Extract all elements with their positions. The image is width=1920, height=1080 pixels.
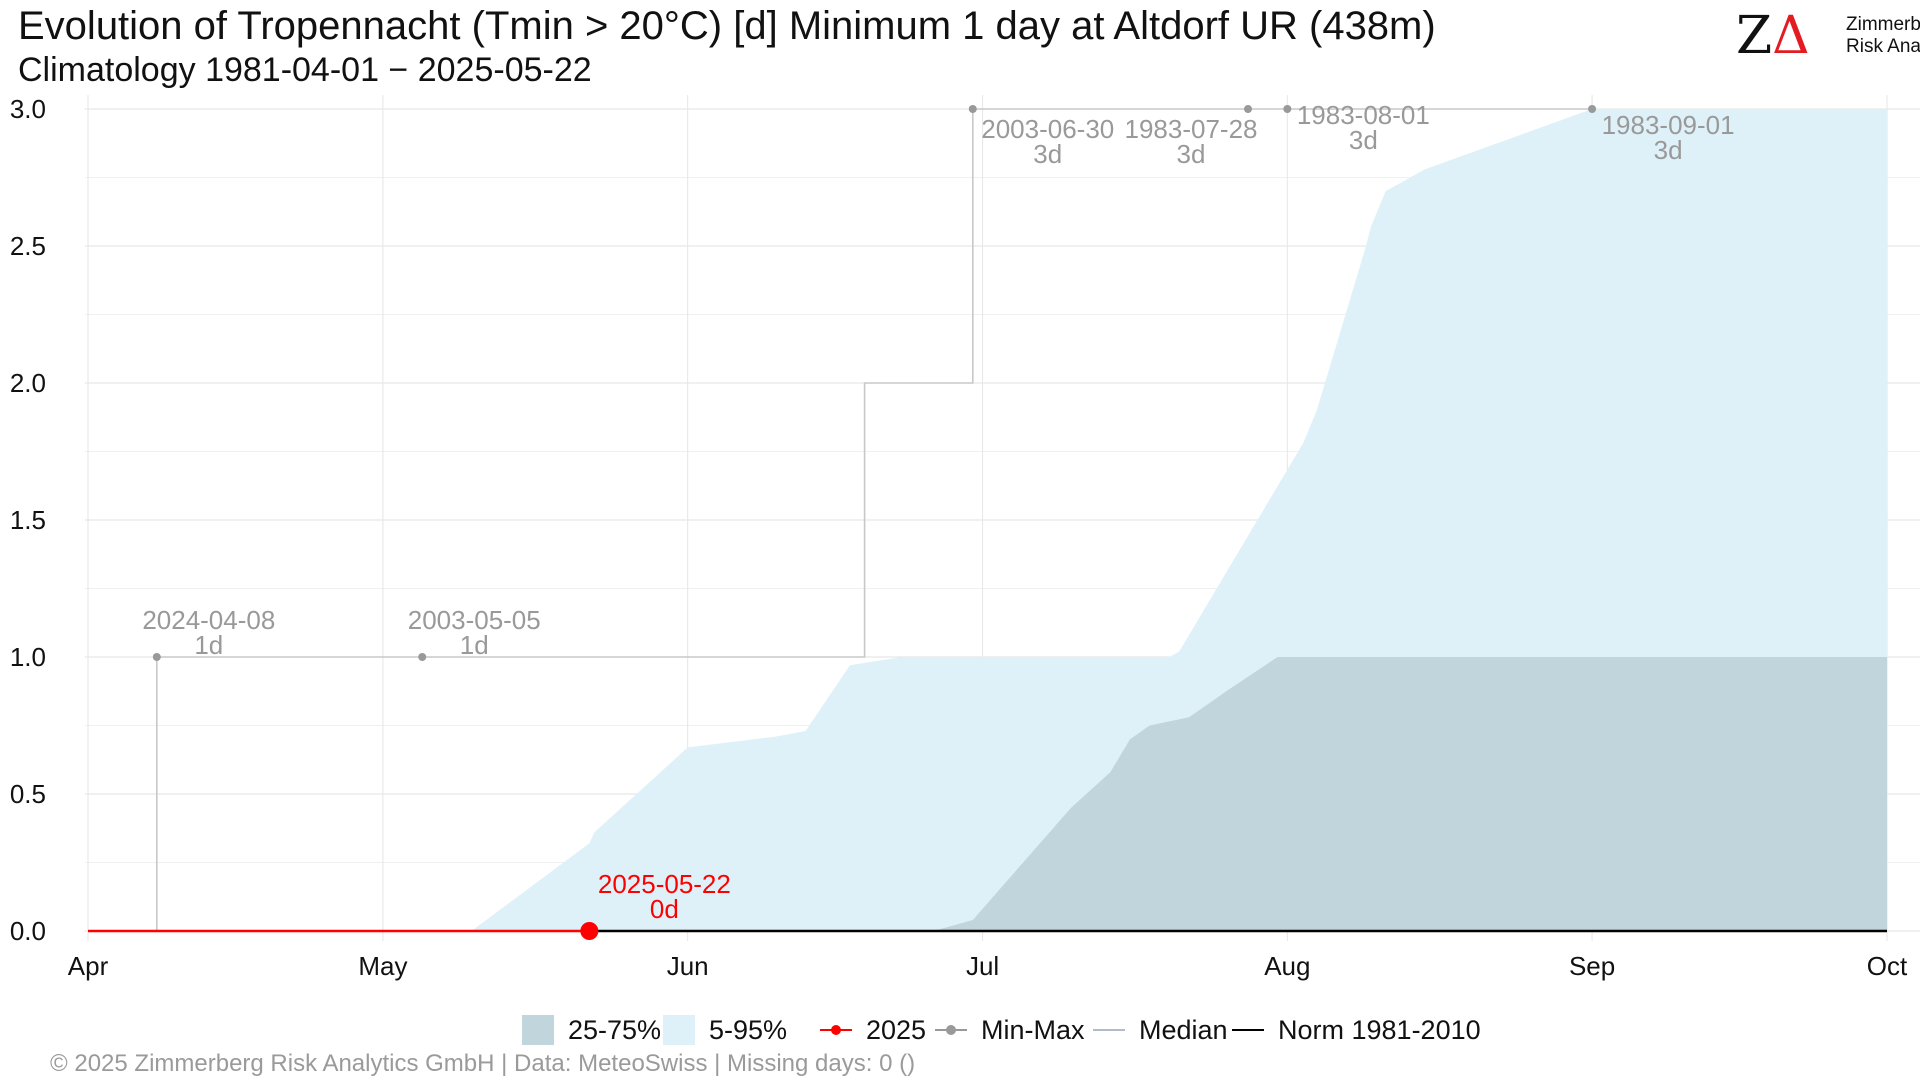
legend-key bbox=[1232, 1015, 1264, 1045]
band-25-75 bbox=[88, 657, 1887, 931]
current-point bbox=[580, 922, 599, 940]
legend-key bbox=[663, 1015, 695, 1045]
legend-label: Norm 1981-2010 bbox=[1278, 1014, 1481, 1045]
legend-item: 2025 bbox=[820, 1010, 926, 1050]
annotation-value: 1d bbox=[194, 630, 223, 660]
annotation-date: 2024-04-08 bbox=[142, 605, 275, 635]
legend-label: Median bbox=[1139, 1014, 1228, 1045]
x-tick-label: May bbox=[358, 951, 407, 981]
percentile-bands bbox=[88, 109, 1887, 931]
y-tick-label: 2.5 bbox=[10, 231, 46, 261]
legend-item: 25-75% bbox=[522, 1010, 661, 1050]
annotation-date: 2003-05-05 bbox=[408, 605, 541, 635]
x-tick-label: Apr bbox=[68, 951, 109, 981]
minmax-point bbox=[152, 653, 161, 661]
footer-credit: © 2025 Zimmerberg Risk Analytics GmbH | … bbox=[50, 1050, 916, 1077]
annotation-value: 3d bbox=[1033, 139, 1062, 169]
legend-label: 5-95% bbox=[709, 1014, 788, 1045]
annotation-date: 1983-08-01 bbox=[1297, 100, 1430, 130]
minmax-point bbox=[968, 105, 977, 113]
axis-labels: 0.0 0.5 1.0 1.5 2.0 2.5 3.0 Apr May Jun Jul Aug Sep O… bbox=[10, 94, 1908, 981]
legend: 25-75% 5-95% 2025 Min-Max Median Norm 1981-20… bbox=[0, 1010, 1920, 1050]
y-tick-label: 3.0 bbox=[10, 94, 46, 124]
minmax-point bbox=[1588, 105, 1597, 113]
x-tick-label: Aug bbox=[1264, 951, 1310, 981]
legend-item: Norm 1981-2010 bbox=[1232, 1010, 1481, 1050]
series-points bbox=[152, 105, 1597, 940]
chart-subtitle: Climatology 1981-04-01 − 2025-05-22 bbox=[18, 51, 592, 89]
series-lines bbox=[88, 108, 1887, 933]
annotation-date: 1983-09-01 bbox=[1602, 110, 1735, 140]
legend-item: Min-Max bbox=[935, 1010, 1085, 1050]
legend-label: Min-Max bbox=[981, 1014, 1085, 1045]
logo-mark: ZΔ bbox=[1736, 6, 1810, 66]
legend-key bbox=[522, 1015, 554, 1045]
annotation-value: 1d bbox=[460, 630, 489, 660]
annotation-value: 3d bbox=[1654, 135, 1683, 165]
logo-line2: Risk Analytics bbox=[1846, 36, 1920, 57]
chart-title: Evolution of Tropennacht (Tmin > 20°C) [… bbox=[18, 4, 1436, 48]
y-tick-label: 1.0 bbox=[10, 642, 46, 672]
x-tick-label: Sep bbox=[1569, 951, 1615, 981]
x-tick-label: Jul bbox=[966, 951, 999, 981]
annotation-value: 3d bbox=[1177, 139, 1206, 169]
annotation-labels: 2024-04-081d2003-05-051d2003-06-303d1983… bbox=[142, 100, 1734, 924]
chart-plot: 2024-04-081d2003-05-051d2003-06-303d1983… bbox=[10, 94, 1920, 981]
annotation-date: 2003-06-30 bbox=[981, 114, 1114, 144]
annotation-date: 1983-07-28 bbox=[1125, 114, 1258, 144]
minmax-point bbox=[1283, 105, 1292, 113]
logo-text: Zimmerberg Risk Analytics bbox=[1846, 14, 1920, 58]
legend-key bbox=[935, 1015, 967, 1045]
company-logo: ZΔ Zimmerberg Risk Analytics bbox=[1736, 6, 1920, 66]
minmax-point bbox=[1244, 105, 1253, 113]
legend-label: 2025 bbox=[866, 1014, 927, 1045]
x-tick-label: Oct bbox=[1867, 951, 1908, 981]
minmax-line bbox=[88, 108, 1593, 932]
legend-label: 25-75% bbox=[568, 1014, 662, 1045]
logo-line1: Zimmerberg bbox=[1846, 14, 1920, 35]
y-tick-label: 0.5 bbox=[10, 779, 46, 809]
y-tick-label: 2.0 bbox=[10, 368, 46, 398]
y-tick-label: 1.5 bbox=[10, 505, 46, 535]
annotation-value: 3d bbox=[1349, 125, 1378, 155]
current-value-label: 0d bbox=[650, 894, 679, 924]
current-date-label: 2025-05-22 bbox=[598, 869, 731, 899]
legend-item: Median bbox=[1093, 1010, 1228, 1050]
minmax-point bbox=[418, 653, 427, 661]
legend-item: 5-95% bbox=[663, 1010, 787, 1050]
y-tick-label: 0.0 bbox=[10, 916, 46, 946]
legend-key bbox=[1093, 1015, 1125, 1045]
x-tick-label: Jun bbox=[667, 951, 709, 981]
legend-key bbox=[820, 1015, 852, 1045]
